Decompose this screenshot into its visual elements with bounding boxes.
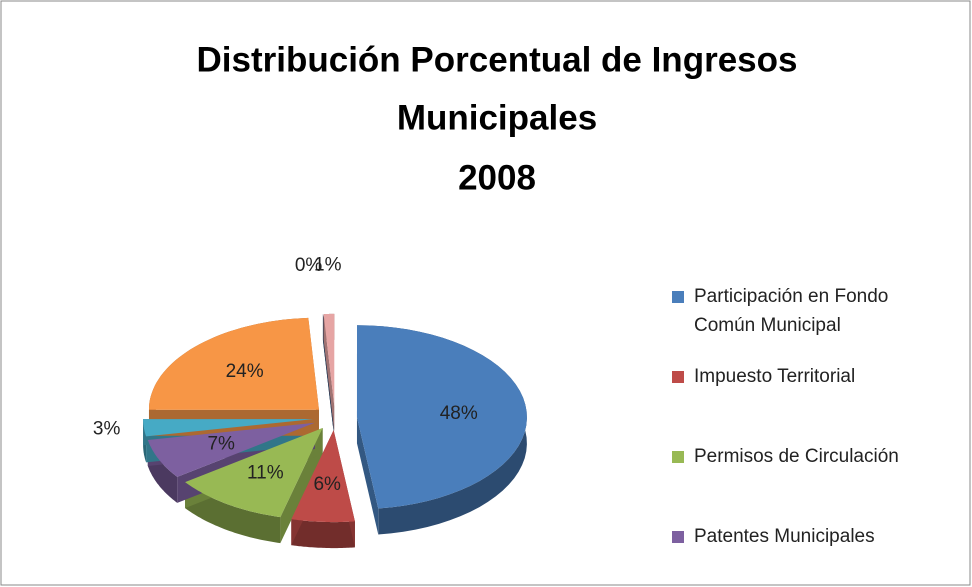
- tops: [143, 313, 527, 523]
- legend-label: Participación en Fondo Común Municipal: [694, 286, 889, 336]
- slice-side: [291, 519, 355, 549]
- slice: [356, 325, 527, 509]
- slice: [147, 422, 315, 477]
- value-label: 11%: [247, 463, 284, 484]
- chart-title: 2008: [458, 158, 536, 197]
- legend-label: Impuesto Territorial: [694, 366, 856, 387]
- legend-item: Impuesto Territorial: [672, 362, 934, 391]
- slice: [185, 428, 323, 518]
- slice: [323, 313, 335, 406]
- value-label: 6%: [313, 474, 341, 495]
- value-label: 48%: [440, 403, 478, 424]
- legend-label: Patentes Municipales: [694, 526, 875, 547]
- legend-label: Permisos de Circulación: [694, 446, 899, 467]
- legend-item: Participación en Fondo Común Municipal: [672, 282, 934, 340]
- value-label: 7%: [207, 434, 235, 455]
- legend-swatch: [672, 531, 684, 543]
- value-label: 3%: [93, 419, 121, 440]
- chart-title: Municipales: [397, 98, 597, 137]
- legend-swatch: [672, 291, 684, 303]
- slice: [291, 430, 355, 523]
- slice-wall: [356, 417, 379, 535]
- legend-item: Patentes Municipales: [672, 522, 934, 551]
- legend-swatch: [672, 371, 684, 383]
- legend: Participación en Fondo Común Municipal Im…: [672, 282, 934, 551]
- legend-swatch: [672, 451, 684, 463]
- slice: [149, 317, 319, 410]
- legend-item: Permisos de Circulación: [672, 442, 934, 471]
- value-label: 1%: [314, 255, 342, 276]
- value-label: 24%: [226, 361, 264, 382]
- slice: [143, 419, 314, 437]
- chart-title: Distribución Porcentual de Ingresos: [197, 40, 798, 79]
- slice-wall: [323, 314, 335, 432]
- value-label: 0%: [295, 255, 323, 276]
